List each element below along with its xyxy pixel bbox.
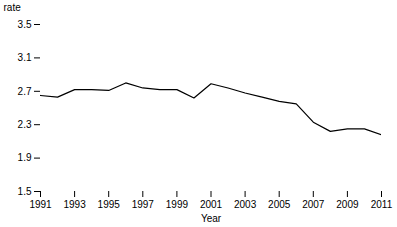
svg-text:2001: 2001: [200, 199, 223, 210]
svg-text:2007: 2007: [302, 199, 325, 210]
svg-text:3.1: 3.1: [18, 52, 32, 63]
svg-text:1.9: 1.9: [18, 152, 32, 163]
svg-text:1997: 1997: [132, 199, 155, 210]
svg-text:1991: 1991: [29, 199, 52, 210]
svg-text:2.7: 2.7: [18, 86, 32, 97]
svg-text:1993: 1993: [63, 199, 86, 210]
svg-text:2011: 2011: [371, 199, 393, 210]
svg-text:2003: 2003: [234, 199, 257, 210]
svg-text:2.3: 2.3: [18, 119, 32, 130]
svg-text:Year: Year: [201, 213, 222, 224]
svg-text:rate: rate: [4, 2, 22, 13]
svg-text:1995: 1995: [98, 199, 121, 210]
svg-text:1999: 1999: [166, 199, 189, 210]
svg-text:1.5: 1.5: [18, 186, 32, 197]
svg-text:3.5: 3.5: [18, 19, 32, 30]
svg-text:2005: 2005: [268, 199, 291, 210]
svg-text:2009: 2009: [336, 199, 359, 210]
